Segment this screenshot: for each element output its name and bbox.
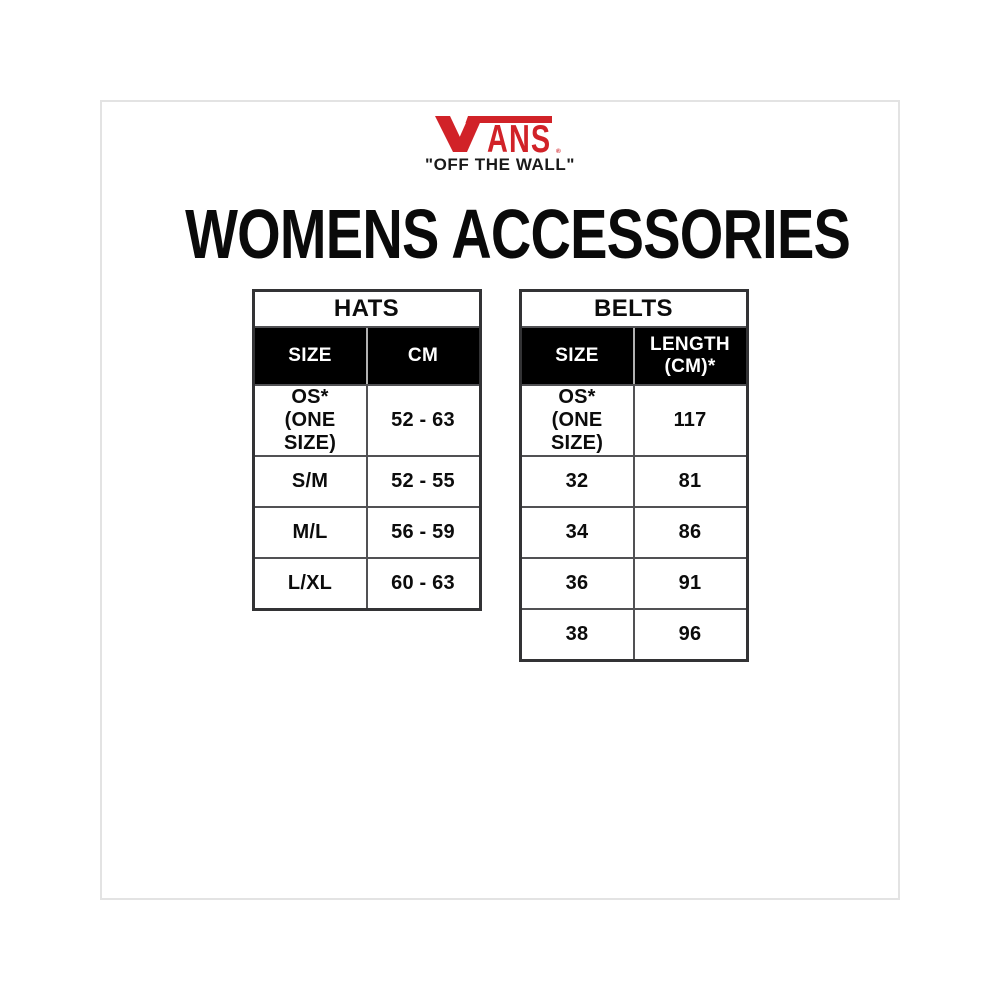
value-cell: 81	[632, 455, 748, 508]
table-row: S/M 52 - 55	[252, 455, 481, 508]
hats-column-header-size: SIZE	[252, 326, 368, 386]
value-cell: 52 - 63	[365, 384, 481, 457]
size-cell: 38	[519, 608, 635, 662]
logo-bar-shape	[465, 116, 552, 123]
table-row: M/L 56 - 59	[252, 506, 481, 559]
size-cell: OS* (ONE SIZE)	[519, 384, 635, 457]
size-tables-container: HATS SIZE CM OS* (ONE SIZE) 52 - 63 S/M …	[102, 289, 898, 662]
table-row: 36 91	[519, 557, 748, 610]
hats-size-table: HATS SIZE CM OS* (ONE SIZE) 52 - 63 S/M …	[251, 289, 482, 611]
page-title: WOMENS ACCESSORIES	[102, 199, 898, 269]
brand-tagline: "OFF THE WALL"	[424, 155, 576, 174]
vans-logo-icon: ANS ®	[435, 116, 561, 154]
size-cell: OS* (ONE SIZE)	[252, 384, 368, 457]
brand-logo-container: ANS ®	[102, 114, 898, 154]
belts-table-title: BELTS	[519, 289, 748, 328]
size-cell: 34	[519, 506, 635, 559]
value-cell: 86	[632, 506, 748, 559]
size-cell: L/XL	[252, 557, 368, 611]
table-row: 34 86	[519, 506, 748, 559]
value-cell: 117	[632, 384, 748, 457]
belts-column-header-length: LENGTH (CM)*	[632, 326, 748, 386]
size-cell: 32	[519, 455, 635, 508]
vans-logo-shapes: ANS ®	[435, 116, 561, 154]
value-cell: 52 - 55	[365, 455, 481, 508]
value-cell: 60 - 63	[365, 557, 481, 611]
table-row: OS* (ONE SIZE) 117	[519, 384, 748, 457]
size-cell: S/M	[252, 455, 368, 508]
size-cell: M/L	[252, 506, 368, 559]
hats-table-title: HATS	[252, 289, 481, 328]
registered-mark: ®	[556, 147, 561, 154]
table-row: 32 81	[519, 455, 748, 508]
value-cell: 91	[632, 557, 748, 610]
table-row: OS* (ONE SIZE) 52 - 63	[252, 384, 481, 457]
logo-v-right-shape	[453, 116, 483, 152]
size-chart-card: ANS ® "OFF THE WALL" WOMENS ACCESSORIES …	[100, 100, 900, 900]
value-cell: 56 - 59	[365, 506, 481, 559]
page-title-text: WOMENS ACCESSORIES	[185, 195, 851, 273]
logo-letters: ANS	[487, 118, 551, 154]
value-cell: 96	[632, 608, 748, 662]
belts-size-table: BELTS SIZE LENGTH (CM)* OS* (ONE SIZE) 1…	[518, 289, 749, 662]
belts-column-header-size: SIZE	[519, 326, 635, 386]
table-row: L/XL 60 - 63	[252, 557, 481, 611]
hats-column-header-cm: CM	[365, 326, 481, 386]
size-cell: 36	[519, 557, 635, 610]
table-row: 38 96	[519, 608, 748, 662]
